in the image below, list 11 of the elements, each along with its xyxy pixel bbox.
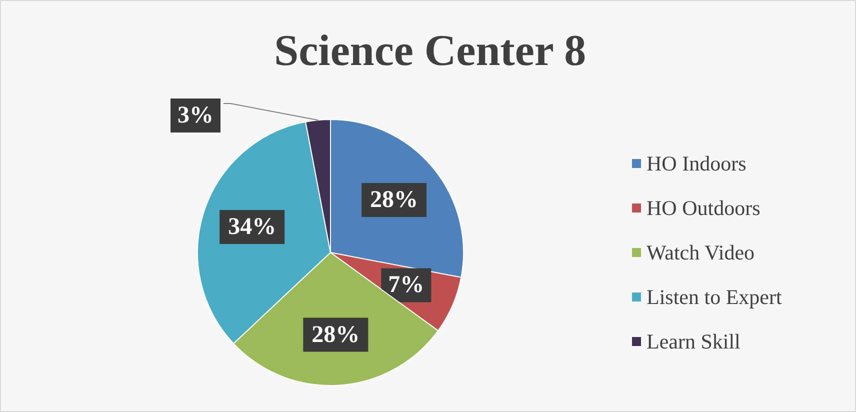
data-label: 3% [178,102,214,128]
legend-label: HO Outdoors [646,196,760,220]
data-label: 34% [228,214,276,240]
legend-label: Learn Skill [646,330,741,354]
legend-label: Watch Video [646,240,755,264]
legend-label: HO Indoors [646,152,746,176]
legend-label: Listen to Expert [646,285,782,309]
data-label: 7% [388,272,424,298]
data-label: 28% [370,186,418,213]
data-label: 28% [312,322,360,348]
chart-title: Science Center 8 [274,26,586,75]
